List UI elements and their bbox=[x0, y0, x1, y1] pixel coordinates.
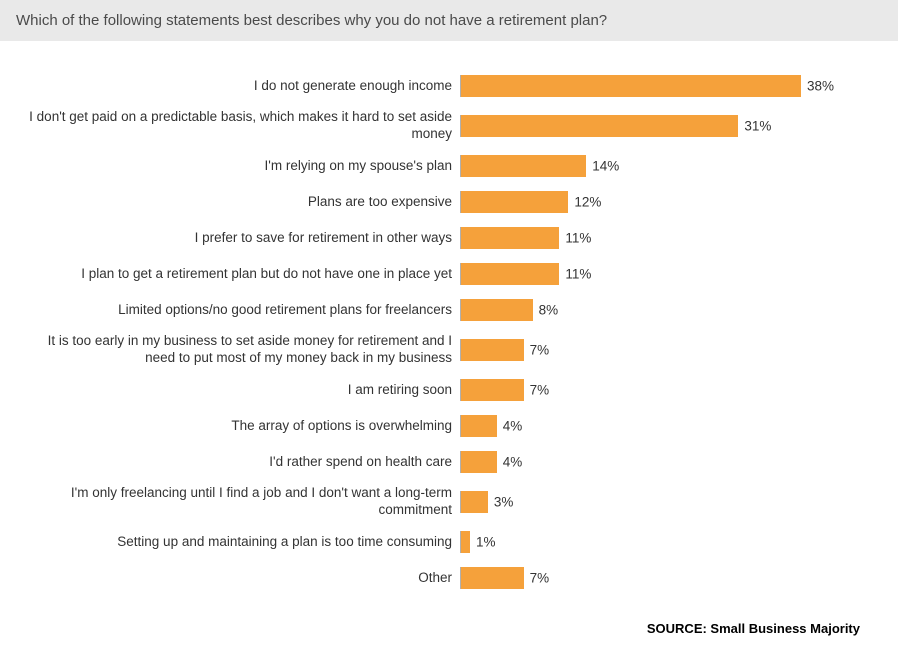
bar-label: Limited options/no good retirement plans… bbox=[20, 302, 460, 319]
bar-track: 31% bbox=[460, 115, 800, 137]
chart-row: Plans are too expensive12% bbox=[20, 187, 838, 217]
chart-row: Limited options/no good retirement plans… bbox=[20, 295, 838, 325]
bar-value: 38% bbox=[807, 79, 834, 94]
bar-value: 8% bbox=[539, 303, 559, 318]
chart-title-bar: Which of the following statements best d… bbox=[0, 0, 898, 41]
bar-label: Other bbox=[20, 570, 460, 587]
bar-label: I'm relying on my spouse's plan bbox=[20, 158, 460, 175]
bar-label: It is too early in my business to set as… bbox=[20, 333, 460, 367]
bar-value: 12% bbox=[574, 195, 601, 210]
bar-value: 11% bbox=[565, 231, 591, 246]
bar-label: I'm only freelancing until I find a job … bbox=[20, 485, 460, 519]
chart-row: I'm relying on my spouse's plan14% bbox=[20, 151, 838, 181]
chart-row: Other7% bbox=[20, 563, 838, 593]
bar-label: I don't get paid on a predictable basis,… bbox=[20, 109, 460, 143]
bar-value: 4% bbox=[503, 455, 523, 470]
bar: 8% bbox=[461, 299, 533, 321]
bar: 7% bbox=[461, 339, 524, 361]
chart-row: It is too early in my business to set as… bbox=[20, 331, 838, 369]
bar-label: I plan to get a retirement plan but do n… bbox=[20, 266, 460, 283]
bar-track: 12% bbox=[460, 191, 800, 213]
bar: 4% bbox=[461, 415, 497, 437]
bar-label: I prefer to save for retirement in other… bbox=[20, 230, 460, 247]
bar: 7% bbox=[461, 379, 524, 401]
bar-label: Setting up and maintaining a plan is too… bbox=[20, 534, 460, 551]
bar-track: 7% bbox=[460, 339, 800, 361]
bar-label: I do not generate enough income bbox=[20, 78, 460, 95]
bar-track: 4% bbox=[460, 415, 800, 437]
bar-track: 3% bbox=[460, 491, 800, 513]
bar-track: 14% bbox=[460, 155, 800, 177]
bar-value: 3% bbox=[494, 495, 514, 510]
bar-value: 4% bbox=[503, 419, 523, 434]
chart-row: I don't get paid on a predictable basis,… bbox=[20, 107, 838, 145]
bar-track: 1% bbox=[460, 531, 800, 553]
bar-value: 7% bbox=[530, 383, 550, 398]
bar-label: The array of options is overwhelming bbox=[20, 418, 460, 435]
bar-label: I am retiring soon bbox=[20, 382, 460, 399]
bar-track: 8% bbox=[460, 299, 800, 321]
chart-row: I am retiring soon7% bbox=[20, 375, 838, 405]
bar-track: 11% bbox=[460, 227, 800, 249]
bar-value: 1% bbox=[476, 535, 496, 550]
bar-value: 31% bbox=[744, 119, 771, 134]
bar: 11% bbox=[461, 263, 559, 285]
chart-row: I prefer to save for retirement in other… bbox=[20, 223, 838, 253]
bar-value: 14% bbox=[592, 159, 619, 174]
chart-row: I plan to get a retirement plan but do n… bbox=[20, 259, 838, 289]
bar-value: 7% bbox=[530, 343, 550, 358]
bar: 7% bbox=[461, 567, 524, 589]
bar-track: 7% bbox=[460, 567, 800, 589]
chart-row: I do not generate enough income38% bbox=[20, 71, 838, 101]
bar-track: 7% bbox=[460, 379, 800, 401]
bar: 38% bbox=[461, 75, 801, 97]
bar: 4% bbox=[461, 451, 497, 473]
chart-title: Which of the following statements best d… bbox=[16, 12, 882, 29]
bar: 3% bbox=[461, 491, 488, 513]
bar-value: 7% bbox=[530, 571, 550, 586]
source-attribution: SOURCE: Small Business Majority bbox=[647, 621, 860, 636]
chart-row: I'm only freelancing until I find a job … bbox=[20, 483, 838, 521]
chart-row: Setting up and maintaining a plan is too… bbox=[20, 527, 838, 557]
bar-track: 38% bbox=[460, 75, 800, 97]
bar-value: 11% bbox=[565, 267, 591, 282]
chart-row: I'd rather spend on health care4% bbox=[20, 447, 838, 477]
chart-row: The array of options is overwhelming4% bbox=[20, 411, 838, 441]
bar: 12% bbox=[461, 191, 568, 213]
chart-area: I do not generate enough income38%I don'… bbox=[0, 41, 898, 609]
bar: 31% bbox=[461, 115, 738, 137]
bar-label: I'd rather spend on health care bbox=[20, 454, 460, 471]
bar: 11% bbox=[461, 227, 559, 249]
bar-label: Plans are too expensive bbox=[20, 194, 460, 211]
bar-track: 4% bbox=[460, 451, 800, 473]
bar-track: 11% bbox=[460, 263, 800, 285]
bar: 14% bbox=[461, 155, 586, 177]
bar: 1% bbox=[461, 531, 470, 553]
